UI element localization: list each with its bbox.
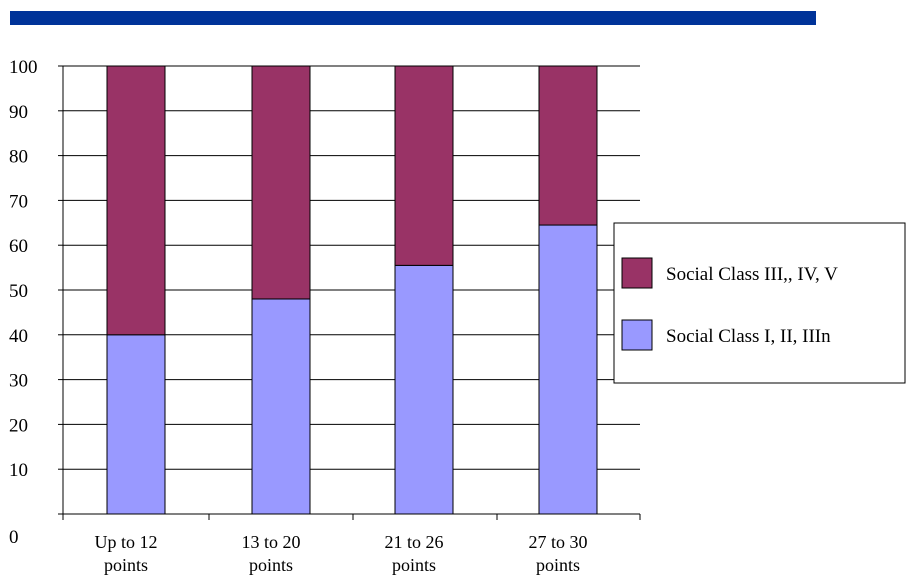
y-tick-label: 80 xyxy=(9,147,28,168)
y-tick-label: 50 xyxy=(9,281,28,302)
header-bar xyxy=(10,11,816,25)
legend-swatch-2 xyxy=(621,319,653,351)
bar-segment-upper-2 xyxy=(251,65,311,300)
y-tick-label: 70 xyxy=(9,191,28,212)
x-category-label: 21 to 26 points xyxy=(384,532,443,575)
bar-segment-lower-2 xyxy=(251,298,311,515)
x-category-label: 13 to 20 points xyxy=(241,532,300,575)
legend-box xyxy=(613,222,906,384)
x-category-label: 27 to 30 points xyxy=(528,532,587,575)
x-category-label-line: points xyxy=(249,555,293,575)
x-category-label-line: points xyxy=(104,555,148,575)
x-category-label-line: 27 to 30 xyxy=(528,532,587,552)
x-category-label-line: Up to 12 xyxy=(95,532,158,552)
bar-segment-upper-4 xyxy=(538,65,598,226)
y-tick-label: 40 xyxy=(9,326,28,347)
legend-swatch-1 xyxy=(621,257,653,289)
x-category-labels: Up to 12 points 13 to 20 points 21 to 26 poin… xyxy=(95,532,588,575)
x-category-label-line: points xyxy=(536,555,580,575)
y-tick-label: 90 xyxy=(9,102,28,123)
y-tick-labels: 0 10 20 30 40 50 60 70 80 90 100 xyxy=(9,57,38,548)
y-tick-label: 30 xyxy=(9,371,28,392)
bars xyxy=(106,65,598,515)
bar-segment-upper-1 xyxy=(106,65,166,336)
legend-label-2: Social Class I, II, IIIn xyxy=(666,326,831,347)
y-tick-label: 100 xyxy=(9,57,38,78)
x-category-label-line: 21 to 26 xyxy=(384,532,443,552)
bar-segment-lower-4 xyxy=(538,224,598,515)
y-tick-label: 60 xyxy=(9,236,28,257)
bar-segment-upper-3 xyxy=(394,65,454,266)
y-tick-label: 0 xyxy=(9,527,19,548)
y-tick-label: 20 xyxy=(9,415,28,436)
x-category-label: Up to 12 points xyxy=(95,532,158,575)
y-tick-label: 10 xyxy=(9,460,28,481)
axes xyxy=(58,65,641,520)
legend-label-1: Social Class III,, IV, V xyxy=(666,264,838,285)
bar-segment-lower-3 xyxy=(394,264,454,515)
legend: Social Class III,, IV, V Social Class I, … xyxy=(613,222,906,384)
bar-segment-lower-1 xyxy=(106,334,166,515)
x-category-label-line: points xyxy=(392,555,436,575)
x-category-label-line: 13 to 20 xyxy=(241,532,300,552)
